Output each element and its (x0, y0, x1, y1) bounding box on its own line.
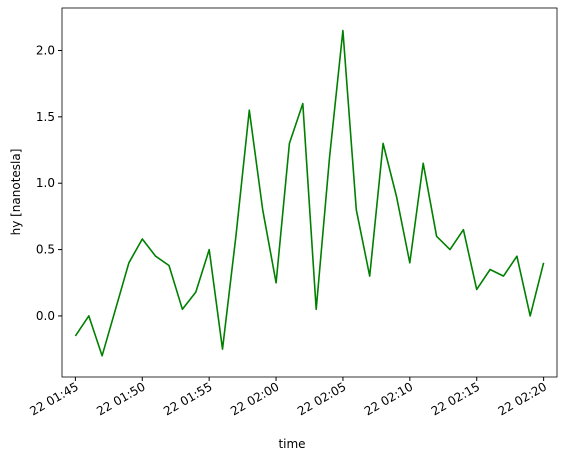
y-axis-label: hy [nanotesla] (9, 149, 23, 236)
x-tick-label: 22 02:10 (362, 379, 415, 418)
x-axis-label: time (278, 437, 305, 451)
x-tick-label: 22 01:50 (94, 379, 147, 418)
y-tick-label: 0.0 (36, 309, 55, 323)
y-tick-label: 1.5 (36, 110, 55, 124)
y-tick-label: 1.0 (36, 176, 55, 190)
plot-frame (61, 7, 558, 378)
x-tick-label: 22 02:00 (228, 379, 281, 418)
y-tick-label: 0.5 (36, 243, 55, 257)
x-tick-label: 22 02:20 (496, 379, 549, 418)
y-tick-label: 2.0 (36, 43, 55, 57)
x-tick-label: 22 02:05 (295, 379, 348, 418)
x-tick-label: 22 01:45 (27, 379, 80, 418)
line-series (74, 29, 545, 357)
x-tick-label: 22 01:55 (161, 379, 214, 418)
x-tick-label: 22 02:15 (429, 379, 482, 418)
